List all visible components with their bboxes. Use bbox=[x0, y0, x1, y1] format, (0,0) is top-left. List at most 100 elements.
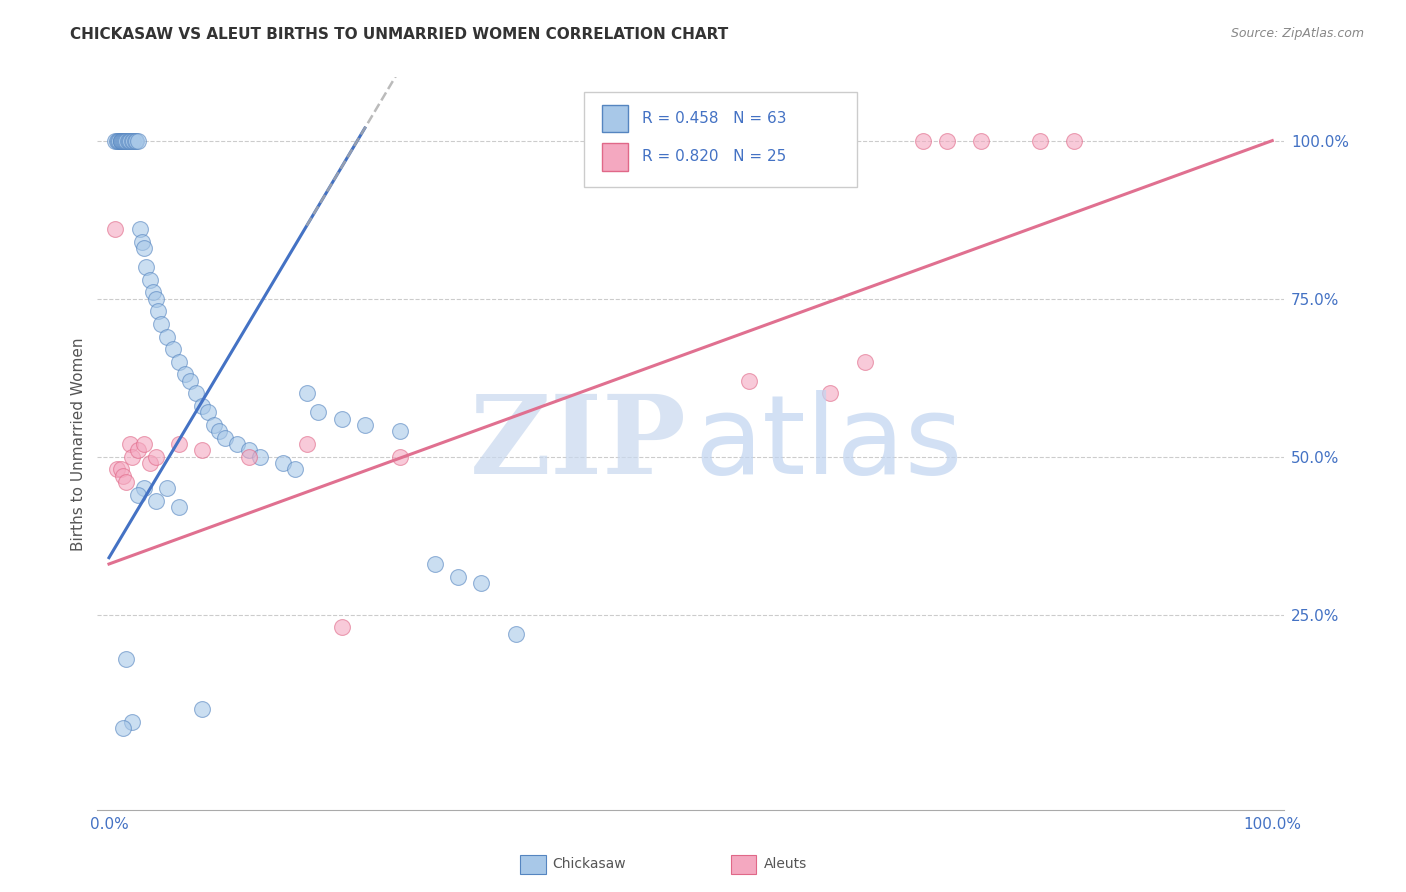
Point bbox=[150, 317, 173, 331]
Point bbox=[505, 626, 527, 640]
Point bbox=[935, 134, 957, 148]
Text: ZIP: ZIP bbox=[470, 391, 688, 498]
Point bbox=[167, 500, 190, 515]
Point bbox=[354, 417, 377, 432]
Point bbox=[127, 134, 149, 148]
Point bbox=[118, 134, 141, 148]
Point bbox=[145, 292, 167, 306]
Point bbox=[117, 134, 139, 148]
Point bbox=[111, 721, 134, 735]
Point bbox=[138, 456, 160, 470]
Point bbox=[197, 405, 219, 419]
Point bbox=[167, 355, 190, 369]
Point bbox=[112, 134, 135, 148]
Point bbox=[191, 399, 214, 413]
Point bbox=[111, 134, 134, 148]
Point bbox=[114, 134, 136, 148]
Point bbox=[191, 443, 214, 458]
Y-axis label: Births to Unmarried Women: Births to Unmarried Women bbox=[72, 337, 86, 550]
Text: Chickasaw: Chickasaw bbox=[553, 857, 626, 871]
Point bbox=[162, 342, 184, 356]
Point bbox=[118, 134, 141, 148]
Point bbox=[107, 134, 129, 148]
Text: CHICKASAW VS ALEUT BIRTHS TO UNMARRIED WOMEN CORRELATION CHART: CHICKASAW VS ALEUT BIRTHS TO UNMARRIED W… bbox=[70, 27, 728, 42]
Point bbox=[179, 374, 201, 388]
Point bbox=[214, 431, 236, 445]
Point bbox=[142, 285, 165, 300]
Text: atlas: atlas bbox=[695, 391, 963, 498]
Point bbox=[238, 443, 260, 458]
Point bbox=[191, 702, 214, 716]
Bar bbox=[602, 143, 627, 170]
Point bbox=[122, 134, 145, 148]
Point bbox=[131, 235, 153, 249]
Point bbox=[111, 134, 134, 148]
Text: R = 0.458   N = 63: R = 0.458 N = 63 bbox=[643, 111, 786, 126]
Point bbox=[912, 134, 935, 148]
Point bbox=[110, 134, 132, 148]
Point bbox=[249, 450, 271, 464]
Bar bbox=[602, 104, 627, 132]
Point bbox=[330, 620, 353, 634]
Point bbox=[121, 450, 143, 464]
Point bbox=[129, 222, 152, 236]
Point bbox=[738, 374, 761, 388]
Point bbox=[1063, 134, 1085, 148]
Point bbox=[853, 355, 876, 369]
Text: Source: ZipAtlas.com: Source: ZipAtlas.com bbox=[1230, 27, 1364, 40]
Point bbox=[146, 304, 169, 318]
Point bbox=[125, 134, 148, 148]
Point bbox=[104, 134, 127, 148]
Point bbox=[238, 450, 260, 464]
Point bbox=[156, 329, 179, 343]
Point bbox=[970, 134, 993, 148]
Point bbox=[110, 134, 132, 148]
Point bbox=[110, 134, 132, 148]
Point bbox=[145, 493, 167, 508]
Point bbox=[121, 134, 143, 148]
Point bbox=[273, 456, 295, 470]
Point bbox=[202, 417, 225, 432]
Point bbox=[127, 443, 149, 458]
Point bbox=[111, 468, 134, 483]
Point bbox=[388, 425, 411, 439]
Point bbox=[105, 462, 128, 476]
Point bbox=[145, 450, 167, 464]
Point bbox=[127, 487, 149, 501]
Point bbox=[115, 652, 138, 666]
Point bbox=[423, 557, 446, 571]
Point bbox=[115, 134, 138, 148]
Point bbox=[138, 273, 160, 287]
Point bbox=[108, 134, 131, 148]
Point bbox=[295, 437, 318, 451]
Point bbox=[132, 481, 155, 495]
Point bbox=[105, 134, 128, 148]
Point bbox=[167, 437, 190, 451]
Point bbox=[110, 462, 132, 476]
Point bbox=[115, 475, 138, 489]
Point bbox=[208, 425, 231, 439]
Point bbox=[124, 134, 146, 148]
Point bbox=[388, 450, 411, 464]
Point bbox=[226, 437, 249, 451]
Point bbox=[447, 569, 470, 583]
Point bbox=[470, 576, 492, 591]
Point bbox=[173, 368, 195, 382]
Point bbox=[186, 386, 208, 401]
Point bbox=[104, 222, 127, 236]
Point bbox=[295, 386, 318, 401]
Point bbox=[1028, 134, 1050, 148]
Point bbox=[307, 405, 329, 419]
Point bbox=[330, 411, 353, 425]
Point bbox=[121, 714, 143, 729]
Text: R = 0.820   N = 25: R = 0.820 N = 25 bbox=[643, 149, 786, 164]
Text: Aleuts: Aleuts bbox=[763, 857, 807, 871]
Point bbox=[135, 260, 157, 274]
Point bbox=[818, 386, 841, 401]
Point bbox=[284, 462, 307, 476]
Point bbox=[156, 481, 179, 495]
FancyBboxPatch shape bbox=[583, 92, 856, 187]
Point bbox=[132, 437, 155, 451]
Point bbox=[118, 437, 141, 451]
Point bbox=[132, 241, 155, 255]
